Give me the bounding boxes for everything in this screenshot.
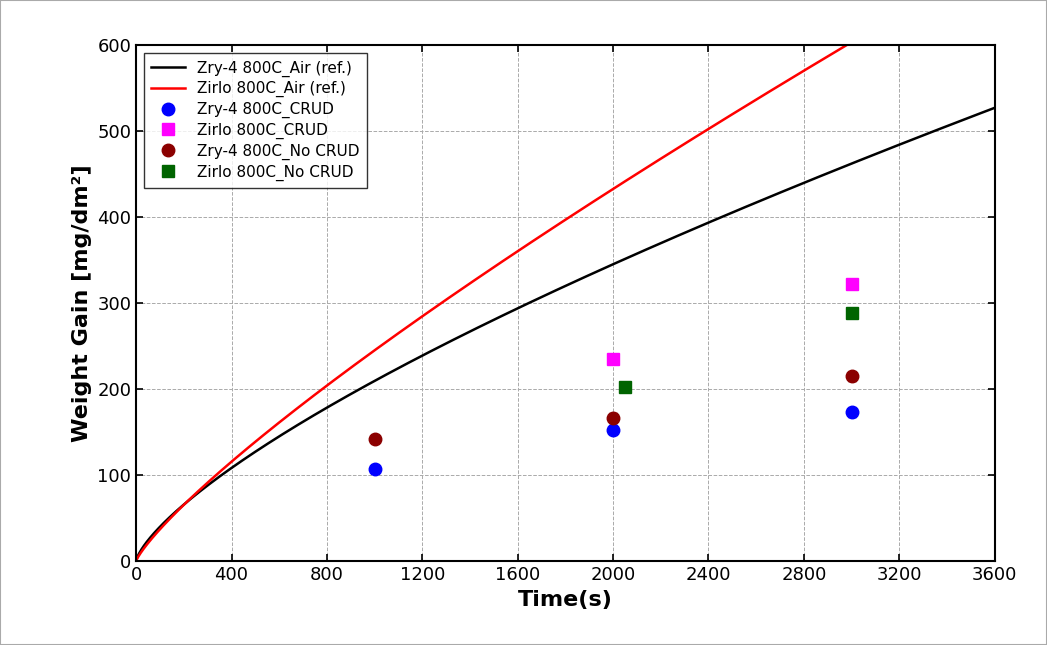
Zirlo 800C_Air (ref.) xyxy=(228,455,241,463)
Y-axis label: Weight Gain [mg/dm²]: Weight Gain [mg/dm²] xyxy=(71,164,92,442)
Zry-4 800C_Air (ref.) xyxy=(972,110,984,118)
Zry-4 800C_Air (ref.) xyxy=(279,429,291,437)
Zry-4 800C_Air (ref.) xyxy=(130,557,142,564)
Zirlo 800C_Air (ref.) xyxy=(130,557,142,564)
Zirlo 800C_Air (ref.) xyxy=(496,257,509,265)
Zirlo 800C_Air (ref.) xyxy=(879,18,892,26)
Zry-4 800C_Air (ref.) xyxy=(228,462,241,470)
X-axis label: Time(s): Time(s) xyxy=(518,590,612,610)
Zirlo 800C_Air (ref.) xyxy=(279,414,291,422)
Zry-4 800C_Air (ref.) xyxy=(496,312,509,319)
Zirlo 800C_Air (ref.) xyxy=(460,283,472,290)
Legend: Zry-4 800C_Air (ref.), Zirlo 800C_Air (ref.), Zry-4 800C_CRUD, Zirlo 800C_CRUD, : Zry-4 800C_Air (ref.), Zirlo 800C_Air (r… xyxy=(143,53,367,188)
Zry-4 800C_Air (ref.) xyxy=(460,330,472,337)
Zry-4 800C_Air (ref.) xyxy=(879,146,892,154)
Line: Zirlo 800C_Air (ref.): Zirlo 800C_Air (ref.) xyxy=(136,0,995,561)
Line: Zry-4 800C_Air (ref.): Zry-4 800C_Air (ref.) xyxy=(136,108,995,561)
Zry-4 800C_Air (ref.) xyxy=(988,104,1001,112)
